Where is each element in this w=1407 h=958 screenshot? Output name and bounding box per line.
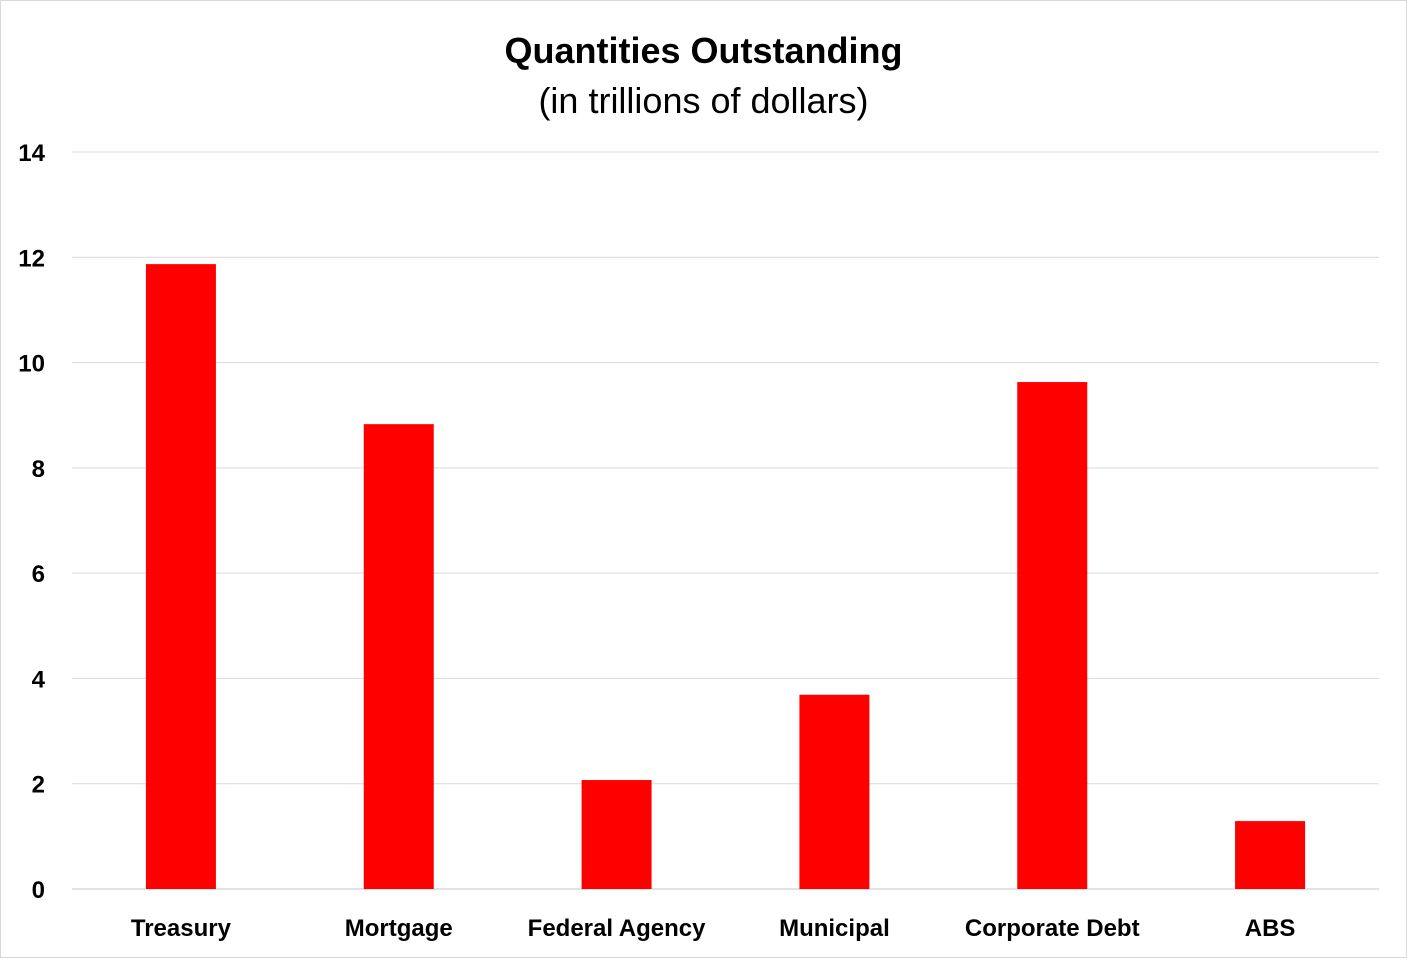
x-tick-label: Municipal (779, 915, 890, 942)
bar-abs (1235, 821, 1306, 889)
y-tick-label: 12 (18, 245, 45, 272)
y-tick-label: 2 (32, 772, 45, 799)
x-tick-label: Treasury (131, 915, 232, 942)
x-tick-label: Mortgage (345, 915, 453, 942)
x-tick-label: Federal Agency (528, 915, 706, 942)
chart-title: Quantities Outstanding (504, 30, 903, 71)
y-tick-label: 8 (32, 456, 45, 483)
gridlines (72, 151, 1379, 890)
bar-mortgage (363, 424, 434, 889)
bars (145, 264, 1306, 889)
x-axis-tick-labels: Treasury Mortgage Federal Agency Municipal C… (131, 915, 1296, 942)
x-tick-label: ABS (1245, 915, 1296, 942)
y-tick-label: 10 (18, 351, 45, 378)
y-tick-label: 4 (32, 666, 46, 693)
chart-subtitle: (in trillions of dollars) (538, 80, 869, 121)
x-tick-label: Corporate Debt (965, 915, 1140, 942)
bar-corporate-debt (1017, 382, 1088, 889)
y-axis-tick-labels: 0 2 4 6 8 10 12 14 (18, 140, 45, 904)
y-tick-label: 6 (32, 561, 45, 588)
bar-municipal (799, 694, 870, 889)
y-tick-label: 14 (18, 140, 45, 167)
bar-treasury (145, 264, 216, 889)
y-tick-label: 0 (32, 877, 45, 904)
bar-federal-agency (581, 780, 652, 889)
